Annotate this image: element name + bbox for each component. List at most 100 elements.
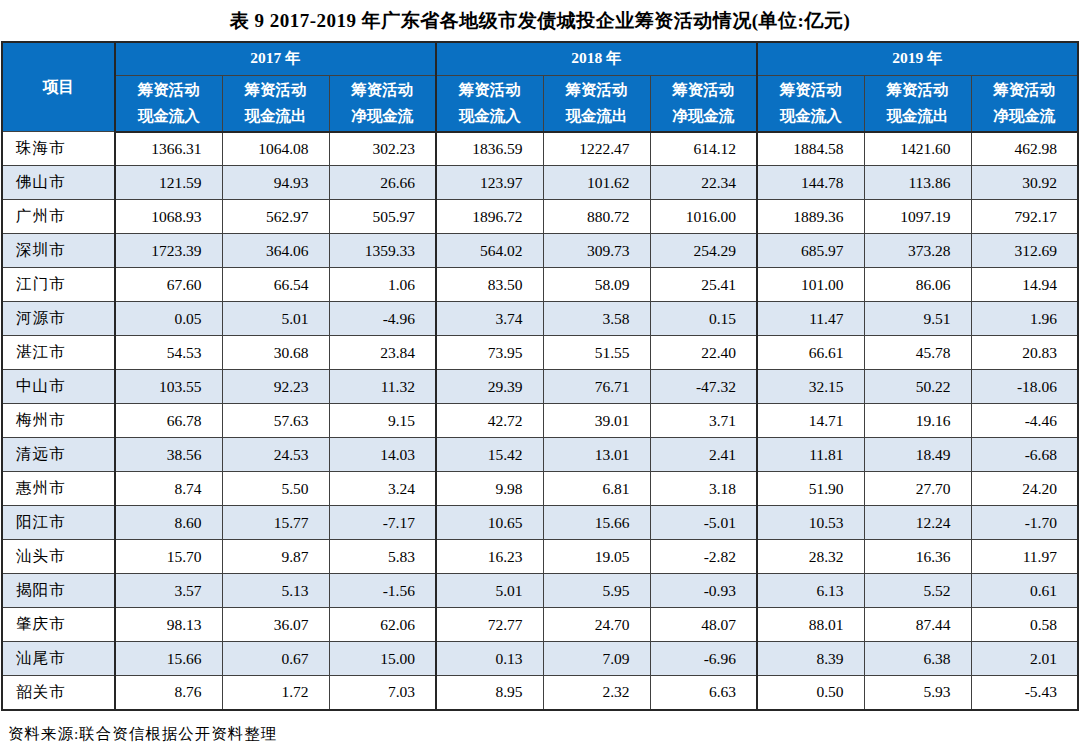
table-cell-value: 25.41 bbox=[650, 268, 757, 302]
table-cell-value: 3.57 bbox=[115, 574, 222, 608]
table-cell-value: 614.12 bbox=[650, 132, 757, 166]
table-cell-value: 302.23 bbox=[329, 132, 436, 166]
table-cell-value: -5.43 bbox=[971, 676, 1078, 710]
table-row: 韶关市8.761.727.038.952.326.630.505.93-5.43 bbox=[2, 676, 1078, 710]
table-cell-value: 42.72 bbox=[436, 404, 543, 438]
table-cell-value: 15.42 bbox=[436, 438, 543, 472]
table-cell-value: 6.63 bbox=[650, 676, 757, 710]
row-label-city: 惠州市 bbox=[2, 472, 115, 506]
table-cell-value: -4.46 bbox=[971, 404, 1078, 438]
table-cell-value: 6.13 bbox=[757, 574, 864, 608]
table-cell-value: 8.95 bbox=[436, 676, 543, 710]
table-cell-value: 1836.59 bbox=[436, 132, 543, 166]
table-cell-value: -47.32 bbox=[650, 370, 757, 404]
table-cell-value: 10.53 bbox=[757, 506, 864, 540]
table-cell-value: 3.71 bbox=[650, 404, 757, 438]
table-cell-value: 88.01 bbox=[757, 608, 864, 642]
table-cell-value: 24.20 bbox=[971, 472, 1078, 506]
table-cell-value: 103.55 bbox=[115, 370, 222, 404]
table-cell-value: 505.97 bbox=[329, 200, 436, 234]
table-cell-value: 10.65 bbox=[436, 506, 543, 540]
table-row: 揭阳市3.575.13-1.565.015.95-0.936.135.520.6… bbox=[2, 574, 1078, 608]
table-cell-value: 5.52 bbox=[864, 574, 971, 608]
table-cell-value: 144.78 bbox=[757, 166, 864, 200]
row-label-city: 阳江市 bbox=[2, 506, 115, 540]
table-cell-value: 121.59 bbox=[115, 166, 222, 200]
document-page: 表 9 2017-2019 年广东省各地级市发债城投企业筹资活动情况(单位:亿元… bbox=[0, 0, 1080, 748]
row-label-city: 广州市 bbox=[2, 200, 115, 234]
table-cell-value: 50.22 bbox=[864, 370, 971, 404]
row-label-city: 清远市 bbox=[2, 438, 115, 472]
table-cell-value: 5.93 bbox=[864, 676, 971, 710]
row-label-city: 河源市 bbox=[2, 302, 115, 336]
table-cell-value: 1359.33 bbox=[329, 234, 436, 268]
table-cell-value: 29.39 bbox=[436, 370, 543, 404]
table-cell-value: -7.17 bbox=[329, 506, 436, 540]
table-cell-value: 1064.08 bbox=[222, 132, 329, 166]
table-cell-value: 5.01 bbox=[222, 302, 329, 336]
table-cell-value: 1.96 bbox=[971, 302, 1078, 336]
table-cell-value: 8.76 bbox=[115, 676, 222, 710]
table-cell-value: 3.74 bbox=[436, 302, 543, 336]
table-cell-value: 14.71 bbox=[757, 404, 864, 438]
table-cell-value: 11.47 bbox=[757, 302, 864, 336]
table-cell-value: 51.55 bbox=[543, 336, 650, 370]
table-cell-value: -2.82 bbox=[650, 540, 757, 574]
table-cell-value: 0.50 bbox=[757, 676, 864, 710]
subheader-net-cashflow: 筹资活动 净现金流 bbox=[971, 75, 1078, 132]
table-cell-value: 57.63 bbox=[222, 404, 329, 438]
year-header-row: 项目 2017 年 2018 年 2019 年 bbox=[2, 42, 1078, 75]
table-cell-value: 94.93 bbox=[222, 166, 329, 200]
table-cell-value: 20.83 bbox=[971, 336, 1078, 370]
table-cell-value: 364.06 bbox=[222, 234, 329, 268]
table-cell-value: 62.06 bbox=[329, 608, 436, 642]
table-cell-value: 312.69 bbox=[971, 234, 1078, 268]
table-header: 项目 2017 年 2018 年 2019 年 筹资活动 现金流入 筹资活动 现… bbox=[2, 42, 1078, 132]
table-cell-value: 1421.60 bbox=[864, 132, 971, 166]
table-cell-value: 83.50 bbox=[436, 268, 543, 302]
table-cell-value: 9.98 bbox=[436, 472, 543, 506]
table-cell-value: 0.61 bbox=[971, 574, 1078, 608]
year-header-2018: 2018 年 bbox=[436, 42, 757, 75]
table-cell-value: 48.07 bbox=[650, 608, 757, 642]
subheader-row: 筹资活动 现金流入 筹资活动 现金流出 筹资活动 净现金流 筹资活动 现金流入 … bbox=[2, 75, 1078, 132]
table-cell-value: 22.34 bbox=[650, 166, 757, 200]
row-label-city: 揭阳市 bbox=[2, 574, 115, 608]
table-cell-value: 16.36 bbox=[864, 540, 971, 574]
table-cell-value: 24.70 bbox=[543, 608, 650, 642]
row-label-city: 江门市 bbox=[2, 268, 115, 302]
table-cell-value: 1723.39 bbox=[115, 234, 222, 268]
table-cell-value: 9.15 bbox=[329, 404, 436, 438]
table-cell-value: 98.13 bbox=[115, 608, 222, 642]
table-cell-value: 0.15 bbox=[650, 302, 757, 336]
table-cell-value: 8.60 bbox=[115, 506, 222, 540]
year-header-2017: 2017 年 bbox=[115, 42, 436, 75]
subheader-net-cashflow: 筹资活动 净现金流 bbox=[650, 75, 757, 132]
table-cell-value: 11.97 bbox=[971, 540, 1078, 574]
row-label-city: 肇庆市 bbox=[2, 608, 115, 642]
table-cell-value: 373.28 bbox=[864, 234, 971, 268]
table-row: 江门市67.6066.541.0683.5058.0925.41101.0086… bbox=[2, 268, 1078, 302]
table-cell-value: 562.97 bbox=[222, 200, 329, 234]
table-cell-value: 26.66 bbox=[329, 166, 436, 200]
table-cell-value: 28.32 bbox=[757, 540, 864, 574]
table-cell-value: 1068.93 bbox=[115, 200, 222, 234]
table-cell-value: -1.70 bbox=[971, 506, 1078, 540]
table-cell-value: 11.32 bbox=[329, 370, 436, 404]
table-cell-value: 880.72 bbox=[543, 200, 650, 234]
table-cell-value: 58.09 bbox=[543, 268, 650, 302]
table-cell-value: 32.15 bbox=[757, 370, 864, 404]
table-cell-value: 54.53 bbox=[115, 336, 222, 370]
table-cell-value: -6.68 bbox=[971, 438, 1078, 472]
table-row: 深圳市1723.39364.061359.33564.02309.73254.2… bbox=[2, 234, 1078, 268]
table-cell-value: 8.74 bbox=[115, 472, 222, 506]
table-cell-value: 14.94 bbox=[971, 268, 1078, 302]
table-cell-value: 15.66 bbox=[543, 506, 650, 540]
table-cell-value: -18.06 bbox=[971, 370, 1078, 404]
table-cell-value: 51.90 bbox=[757, 472, 864, 506]
table-cell-value: 1016.00 bbox=[650, 200, 757, 234]
financing-activity-table: 项目 2017 年 2018 年 2019 年 筹资活动 现金流入 筹资活动 现… bbox=[1, 41, 1079, 711]
table-cell-value: -0.93 bbox=[650, 574, 757, 608]
row-label-city: 中山市 bbox=[2, 370, 115, 404]
table-cell-value: 564.02 bbox=[436, 234, 543, 268]
